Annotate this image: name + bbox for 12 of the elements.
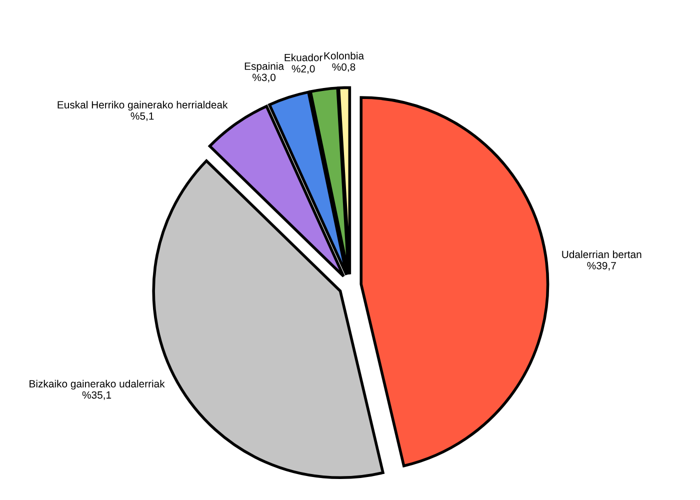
data-label: %3,0 xyxy=(252,74,276,82)
data-label: %35,1 xyxy=(82,391,112,400)
slice-label: Ekuador xyxy=(284,54,323,62)
slice-label: Espainia xyxy=(244,62,284,72)
slice-label: Udalerrian bertan xyxy=(562,250,642,258)
data-label: %5,1 xyxy=(130,112,154,121)
data-label: %0,8 xyxy=(332,63,356,72)
slice-label: Bizkaiko gainerako udalerriak xyxy=(30,380,165,390)
data-label: %2,0 xyxy=(292,65,315,74)
slice-label: Euskal Herriko gainerako herrialdeak xyxy=(58,100,228,111)
slice-label: Kolonbia xyxy=(324,52,364,60)
data-label: %39,7 xyxy=(587,262,616,271)
